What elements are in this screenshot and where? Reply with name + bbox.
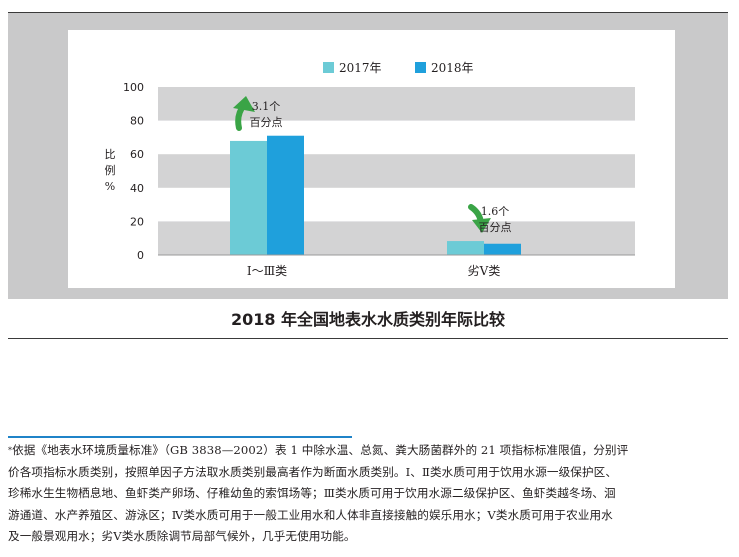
y-tick-label: 60 [130,148,144,161]
grid-band [158,87,635,121]
annotation-label: 百分点 [479,221,512,234]
bar [267,135,304,255]
footnote-line: 游通道、水产养殖区、游泳区；Ⅳ类水质可用于一般工业用水和人体非直接接触的娱乐用水… [8,507,613,522]
arrow-head-icon [472,218,491,233]
chart-card: 0 20 40 60 80 100 比例% 2017年 2018年 Ⅰ～Ⅲ类 劣Ⅴ类 3.1个百分点 1… [68,30,675,288]
footnote-line: 及一般景观用水；劣Ⅴ类水质除调节局部气候外，几乎无使用功能。 [8,529,356,544]
arrow-head-icon [233,96,255,112]
grid-band [158,221,635,255]
annotation-label: 百分点 [250,116,283,129]
grid-band [158,154,635,188]
y-tick-label: 0 [137,249,144,262]
bar [230,140,267,255]
legend-swatch [415,62,426,73]
chart-frame: 0 20 40 60 80 100 比例% 2017年 2018年 Ⅰ～Ⅲ类 劣Ⅴ类 3.1个百分点 1… [8,12,728,299]
legend-swatch [323,62,334,73]
annotation-label: 3.1个 [252,100,281,113]
legend-label: 2018年 [431,61,474,75]
y-axis-label: % [105,180,115,193]
x-tick-label: Ⅰ～Ⅲ类 [247,264,287,278]
footnote-line: *依据《地表水环境质量标准》（GB 3838—2002）表 1 中除水温、总氮、… [8,443,629,457]
y-tick-label: 40 [130,182,144,195]
legend-label: 2017年 [339,61,382,75]
bar [484,243,521,255]
footnote-line: 珍稀水生生物栖息地、鱼虾类产卵场、仔稚幼鱼的索饵场等；Ⅲ类水质可用于饮用水源二级… [8,486,616,501]
annotation-label: 1.6个 [481,205,510,218]
footnote: *依据《地表水环境质量标准》（GB 3838—2002）表 1 中除水温、总氮、… [8,440,730,548]
title-divider [8,338,728,339]
y-tick-label: 100 [123,81,144,94]
y-axis-label: 例 [105,163,116,177]
footnote-divider [8,436,352,438]
y-axis-label: 比 [105,148,116,161]
chart-title: 2018 年全国地表水水质类别年际比较 [230,310,506,329]
y-tick-label: 20 [130,215,144,228]
y-tick-label: 80 [130,115,144,128]
x-tick-label: 劣Ⅴ类 [468,264,501,278]
footnote-marker: * [8,446,13,455]
bar [447,241,484,255]
footnote-line: 价各项指标水质类别，按照单因子方法取水质类别最高者作为断面水质类别。Ⅰ、Ⅱ类水质… [8,464,618,479]
